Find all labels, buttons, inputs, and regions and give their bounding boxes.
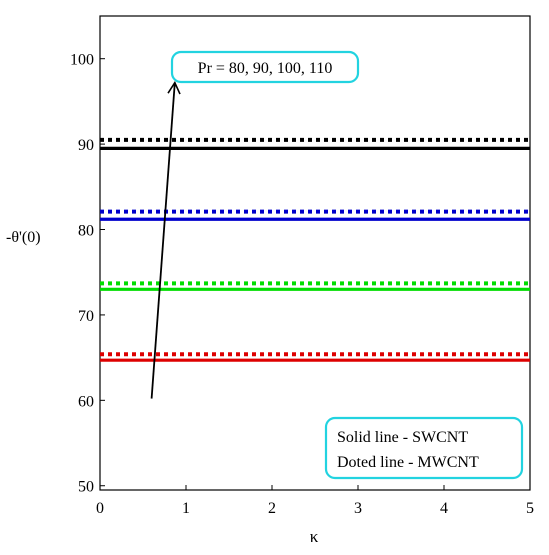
- pr-arrow: [150, 80, 181, 399]
- plot-frame: [99, 15, 531, 491]
- y-tick-label: 70: [78, 308, 94, 325]
- y-tick-label: 90: [78, 137, 94, 154]
- x-tick-label: 1: [182, 500, 190, 517]
- y-axis-label: -θ'(0): [6, 229, 41, 246]
- x-tick-label: 4: [440, 500, 448, 517]
- y-tick-label: 60: [78, 393, 94, 410]
- axis-ticks: 0 1 2 3 4 5 50 60 70 80 90 100: [70, 52, 534, 517]
- x-tick-label: 2: [268, 500, 276, 517]
- x-tick-label: 5: [526, 500, 534, 517]
- y-tick-label: 80: [78, 223, 94, 240]
- x-axis-label: κ: [310, 527, 319, 546]
- legend-dotted-line: Doted line - MWCNT: [337, 454, 479, 471]
- x-tick-label: 0: [96, 500, 104, 517]
- y-tick-label: 100: [70, 52, 94, 69]
- y-tick-label: 50: [78, 479, 94, 496]
- x-tick-label: 3: [354, 500, 362, 517]
- legend-box: [324, 416, 524, 480]
- pr-label: Pr = 80, 90, 100, 110: [198, 60, 333, 77]
- legend-solid-line: Solid line - SWCNT: [337, 429, 468, 446]
- series-lines: [100, 137, 530, 362]
- pr-label-box: [170, 50, 360, 84]
